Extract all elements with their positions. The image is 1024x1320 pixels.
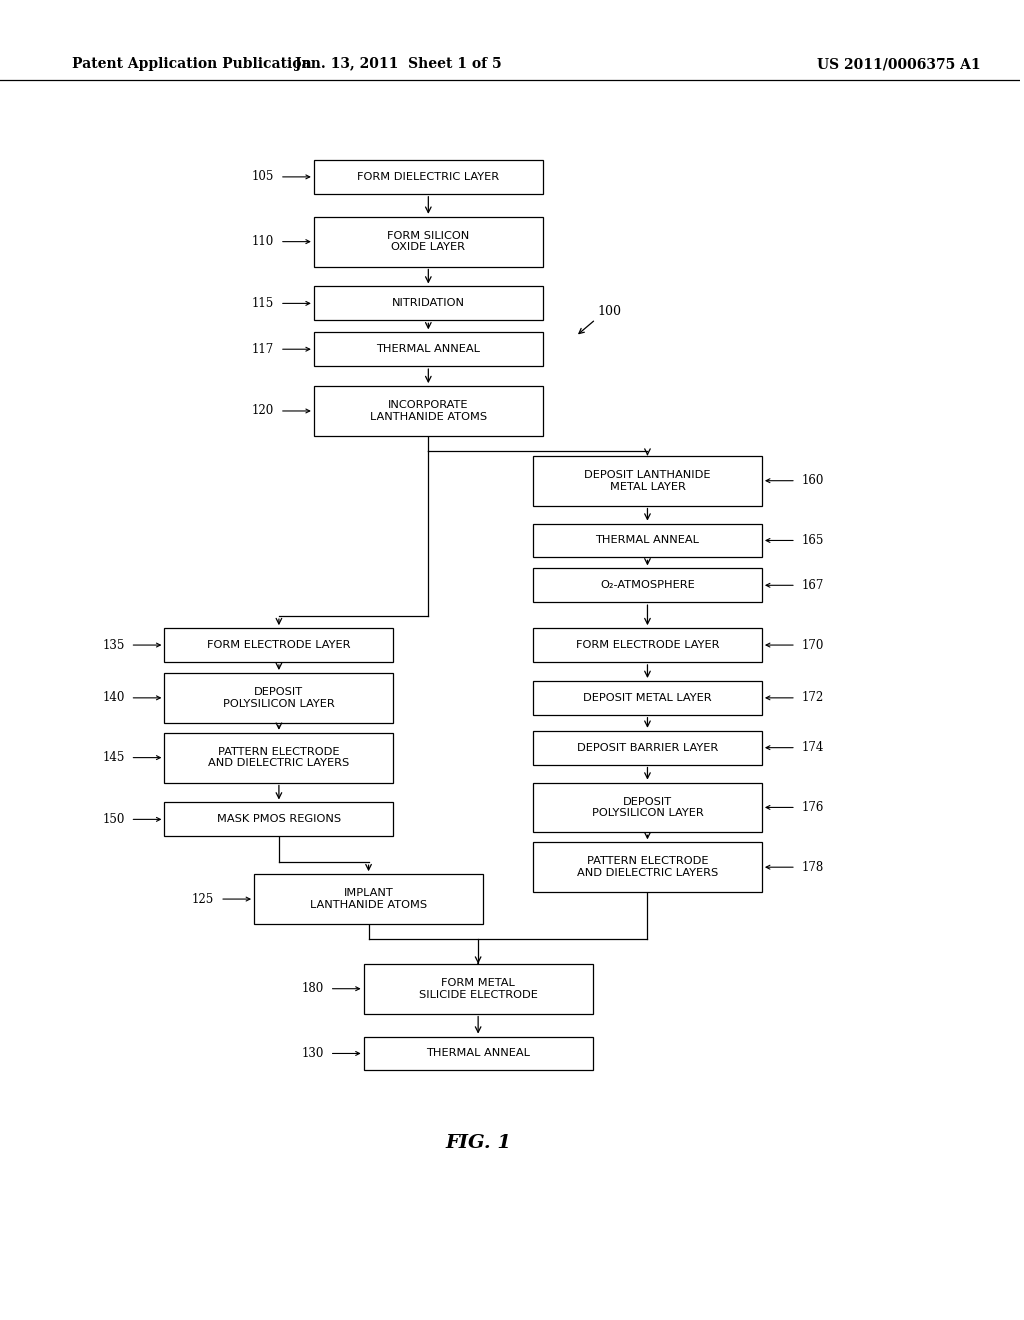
Text: Jan. 13, 2011  Sheet 1 of 5: Jan. 13, 2011 Sheet 1 of 5 (295, 57, 502, 71)
Text: 115: 115 (252, 297, 274, 310)
Text: 167: 167 (802, 578, 824, 591)
Bar (313, 160, 543, 194)
Text: 170: 170 (802, 639, 824, 652)
Text: THERMAL ANNEAL: THERMAL ANNEAL (426, 1048, 530, 1059)
Bar (364, 1036, 593, 1071)
Text: 100: 100 (598, 305, 622, 318)
Text: INCORPORATE
LANTHANIDE ATOMS: INCORPORATE LANTHANIDE ATOMS (370, 400, 486, 422)
Bar (532, 524, 762, 557)
Text: DEPOSIT METAL LAYER: DEPOSIT METAL LAYER (583, 693, 712, 702)
Bar (165, 803, 393, 837)
Text: THERMAL ANNEAL: THERMAL ANNEAL (377, 345, 480, 354)
Bar (165, 628, 393, 663)
Text: 125: 125 (191, 892, 214, 906)
Text: 174: 174 (802, 741, 824, 754)
Bar (313, 286, 543, 321)
Text: FIG. 1: FIG. 1 (445, 1134, 511, 1152)
Text: PATTERN ELECTRODE
AND DIELECTRIC LAYERS: PATTERN ELECTRODE AND DIELECTRIC LAYERS (208, 747, 349, 768)
Text: O₂-ATMOSPHERE: O₂-ATMOSPHERE (600, 581, 695, 590)
Text: 117: 117 (252, 343, 274, 355)
Bar (532, 455, 762, 506)
Text: 172: 172 (802, 692, 824, 705)
Bar (532, 628, 762, 663)
Bar (532, 783, 762, 833)
Text: 140: 140 (102, 692, 125, 705)
Bar (254, 874, 483, 924)
Text: 110: 110 (252, 235, 274, 248)
Bar (532, 731, 762, 764)
Text: DEPOSIT BARRIER LAYER: DEPOSIT BARRIER LAYER (577, 743, 718, 752)
Text: 130: 130 (301, 1047, 324, 1060)
Bar (165, 733, 393, 783)
Text: 145: 145 (102, 751, 125, 764)
Text: IMPLANT
LANTHANIDE ATOMS: IMPLANT LANTHANIDE ATOMS (310, 888, 427, 909)
Text: DEPOSIT
POLYSILICON LAYER: DEPOSIT POLYSILICON LAYER (223, 686, 335, 709)
Text: 150: 150 (102, 813, 125, 826)
Bar (165, 673, 393, 723)
Text: 180: 180 (301, 982, 324, 995)
Text: PATTERN ELECTRODE
AND DIELECTRIC LAYERS: PATTERN ELECTRODE AND DIELECTRIC LAYERS (577, 857, 718, 878)
Bar (532, 842, 762, 892)
Text: FORM ELECTRODE LAYER: FORM ELECTRODE LAYER (575, 640, 719, 649)
Bar (532, 681, 762, 715)
Text: THERMAL ANNEAL: THERMAL ANNEAL (596, 536, 699, 545)
Text: 178: 178 (802, 861, 824, 874)
Text: 105: 105 (252, 170, 274, 183)
Text: US 2011/0006375 A1: US 2011/0006375 A1 (817, 57, 980, 71)
Bar (364, 964, 593, 1014)
Text: 135: 135 (102, 639, 125, 652)
Bar (313, 333, 543, 366)
Bar (313, 385, 543, 436)
Text: DEPOSIT LANTHANIDE
METAL LAYER: DEPOSIT LANTHANIDE METAL LAYER (585, 470, 711, 491)
Bar (532, 569, 762, 602)
Text: 160: 160 (802, 474, 824, 487)
Text: 165: 165 (802, 535, 824, 546)
Text: Patent Application Publication: Patent Application Publication (72, 57, 311, 71)
Text: FORM SILICON
OXIDE LAYER: FORM SILICON OXIDE LAYER (387, 231, 469, 252)
Text: FORM ELECTRODE LAYER: FORM ELECTRODE LAYER (207, 640, 350, 649)
Text: FORM METAL
SILICIDE ELECTRODE: FORM METAL SILICIDE ELECTRODE (419, 978, 538, 999)
Text: 120: 120 (252, 404, 274, 417)
Text: FORM DIELECTRIC LAYER: FORM DIELECTRIC LAYER (357, 172, 500, 182)
Text: MASK PMOS REGIONS: MASK PMOS REGIONS (217, 814, 341, 825)
Text: NITRIDATION: NITRIDATION (392, 298, 465, 309)
Bar (313, 216, 543, 267)
Text: DEPOSIT
POLYSILICON LAYER: DEPOSIT POLYSILICON LAYER (592, 797, 703, 818)
Text: 176: 176 (802, 801, 824, 814)
